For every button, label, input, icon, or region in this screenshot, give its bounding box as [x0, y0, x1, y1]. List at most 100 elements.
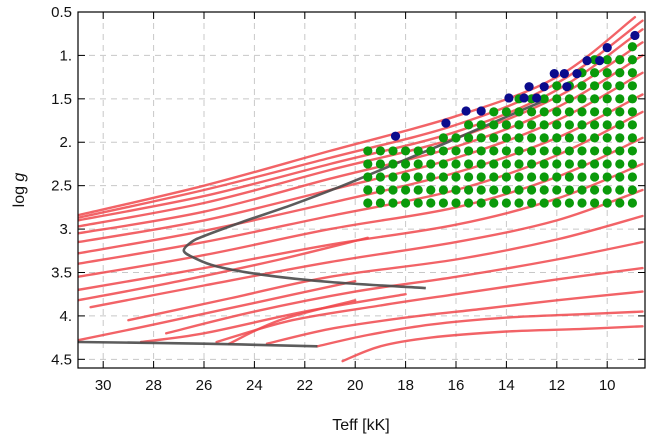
- axis-ticks: 30 28 26 24 22 20 18 16 14 12 10 0.5 1. 1.5 2. 2.5 3. 3.5…: [51, 4, 645, 394]
- green-point: [590, 146, 600, 156]
- green-point: [388, 159, 398, 169]
- green-point: [590, 172, 600, 182]
- green-point: [552, 81, 562, 91]
- green-point: [401, 146, 411, 156]
- green-point: [539, 146, 549, 156]
- blue-point: [441, 118, 451, 128]
- green-point: [627, 55, 638, 65]
- green-point: [514, 159, 524, 169]
- green-point: [564, 94, 575, 104]
- blue-point: [630, 30, 640, 41]
- green-point: [564, 185, 575, 195]
- green-point: [438, 172, 448, 182]
- grid-points: [363, 42, 638, 208]
- green-point: [527, 198, 537, 208]
- green-point: [602, 172, 612, 182]
- blue-point: [519, 93, 529, 103]
- y-tick-label: 1.: [59, 47, 72, 64]
- green-point: [388, 198, 398, 208]
- green-point: [363, 146, 373, 156]
- x-tick-label: 14: [498, 377, 515, 394]
- green-point: [602, 133, 612, 143]
- green-point: [501, 198, 511, 208]
- green-point: [363, 172, 373, 182]
- green-point: [615, 81, 625, 91]
- green-point: [615, 107, 625, 117]
- green-point: [564, 159, 575, 169]
- green-point: [627, 185, 638, 195]
- green-point: [577, 81, 587, 91]
- black-track-line-bottom: [78, 340, 318, 348]
- green-point: [489, 185, 499, 195]
- plot-area: [78, 16, 644, 363]
- green-point: [464, 159, 474, 169]
- blue-point: [549, 69, 559, 79]
- green-point: [602, 55, 612, 65]
- blue-point: [461, 106, 471, 116]
- blue-point: [539, 82, 549, 92]
- green-point: [438, 159, 448, 169]
- green-point: [363, 185, 373, 195]
- green-point: [615, 185, 625, 195]
- green-point: [401, 159, 411, 169]
- green-point: [564, 172, 575, 182]
- green-point: [451, 159, 461, 169]
- green-point: [564, 133, 575, 143]
- green-point: [426, 159, 436, 169]
- green-point: [514, 133, 524, 143]
- green-point: [552, 146, 562, 156]
- y-tick-label: 2.5: [51, 178, 72, 195]
- green-point: [464, 120, 474, 130]
- green-point: [514, 172, 524, 182]
- x-tick-label: 16: [448, 377, 465, 394]
- y-tick-label: 3.: [59, 221, 72, 238]
- blue-point: [572, 69, 582, 79]
- green-point: [627, 42, 638, 52]
- green-point: [552, 198, 562, 208]
- green-point: [539, 133, 549, 143]
- green-point: [401, 172, 411, 182]
- green-point: [615, 120, 625, 130]
- green-point: [590, 107, 600, 117]
- blue-point: [476, 106, 486, 116]
- green-point: [489, 146, 499, 156]
- green-point: [615, 94, 625, 104]
- green-point: [375, 198, 385, 208]
- green-point: [527, 120, 537, 130]
- green-point: [577, 146, 587, 156]
- green-point: [627, 81, 638, 91]
- green-point: [438, 146, 448, 156]
- green-point: [489, 172, 499, 182]
- green-point: [501, 120, 511, 130]
- green-point: [602, 146, 612, 156]
- y-axis-label: log g: [11, 173, 28, 208]
- green-point: [476, 133, 486, 143]
- green-point: [413, 185, 423, 195]
- green-point: [388, 172, 398, 182]
- blue-point: [390, 131, 401, 141]
- y-tick-label: 2.: [59, 134, 72, 151]
- green-point: [627, 146, 638, 156]
- green-point: [413, 172, 423, 182]
- green-point: [489, 120, 499, 130]
- green-point: [552, 172, 562, 182]
- green-point: [615, 133, 625, 143]
- green-point: [552, 107, 562, 117]
- y-axis-label-var: g: [11, 173, 28, 182]
- blue-points: [390, 30, 640, 141]
- green-point: [501, 133, 511, 143]
- blue-point: [562, 82, 572, 92]
- y-tick-label: 4.5: [51, 351, 72, 368]
- green-point: [564, 107, 575, 117]
- green-point: [426, 198, 436, 208]
- green-point: [602, 159, 612, 169]
- red-track-line: [215, 266, 644, 344]
- x-axis-label: Teff [kK]: [332, 417, 390, 434]
- red-track-line: [89, 188, 644, 309]
- black-track-line: [182, 99, 545, 290]
- plot-frame: [77, 11, 646, 369]
- green-point: [476, 198, 486, 208]
- green-point: [627, 159, 638, 169]
- x-tick-label: 26: [196, 377, 213, 394]
